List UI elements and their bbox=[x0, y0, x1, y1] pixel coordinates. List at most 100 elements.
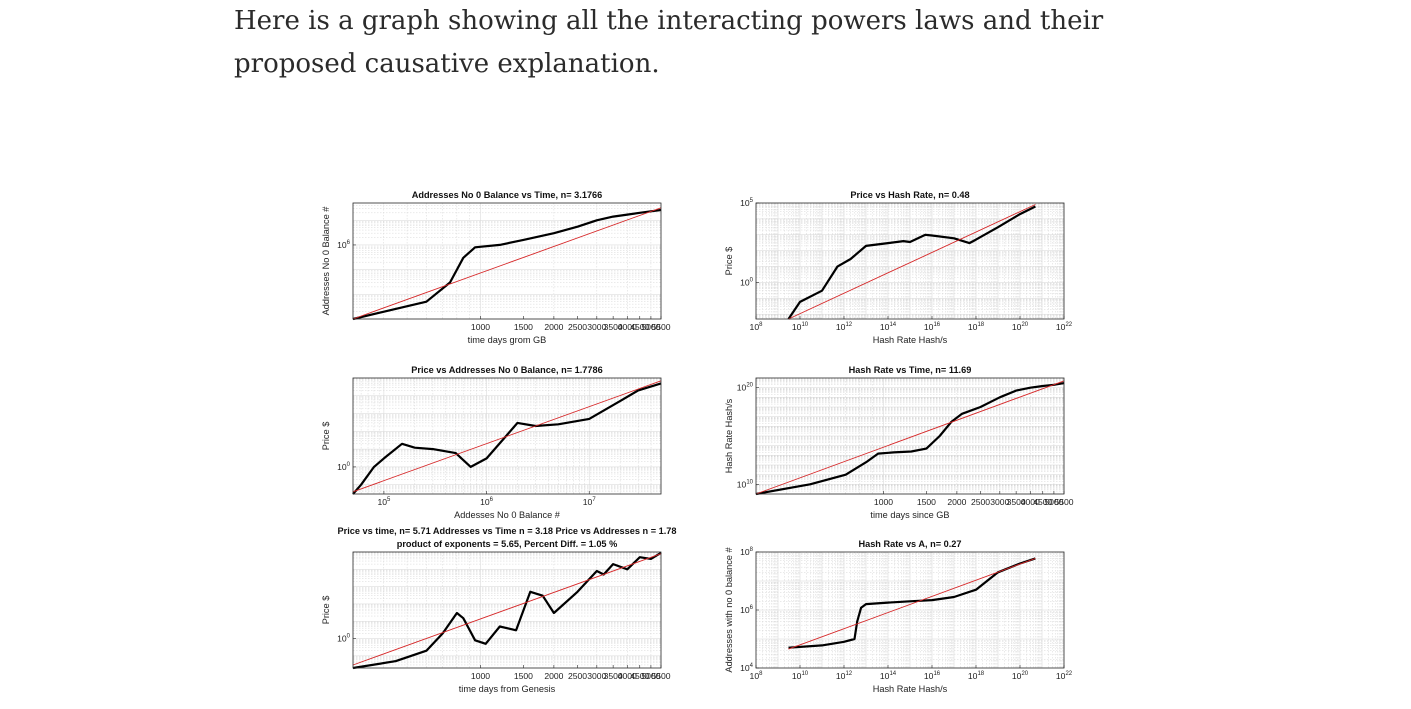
x-tick-label: 4500 bbox=[630, 671, 649, 681]
hashrate-vs-addresses-chart: 108 1010 1012 1014 1016 1018 1020 1022 104 106 108… bbox=[724, 539, 1073, 694]
y-tick-label: 100 bbox=[740, 277, 754, 287]
x-tick-label: 5000 bbox=[641, 671, 660, 681]
x-axis-label: Hash Rate Hash/s bbox=[873, 684, 948, 694]
x-tick-label: 1022 bbox=[1056, 322, 1073, 332]
x-tick-label: 5000 bbox=[1044, 497, 1063, 507]
x-tick-label: 105 bbox=[377, 497, 391, 507]
x-axis-label: Hash Rate Hash/s bbox=[873, 335, 948, 345]
y-tick-label: 1010 bbox=[737, 479, 754, 489]
x-tick-label: 2500 bbox=[568, 671, 587, 681]
x-tick-label: 1500 bbox=[514, 322, 533, 332]
grid bbox=[756, 378, 1064, 494]
y-tick-label: 1020 bbox=[737, 383, 754, 393]
x-tick-label: 1018 bbox=[968, 322, 985, 332]
x-tick-label: 1500 bbox=[514, 671, 533, 681]
x-tick-label: 107 bbox=[583, 497, 597, 507]
x-tick-label: 3000 bbox=[990, 497, 1009, 507]
chart-title: Addresses No 0 Balance vs Time, n= 3.176… bbox=[412, 190, 603, 200]
x-tick-label: 1018 bbox=[968, 671, 985, 681]
x-axis-label: Addesses No 0 Balance # bbox=[454, 510, 561, 520]
x-tick-label: 1012 bbox=[836, 671, 853, 681]
fit-line bbox=[352, 380, 662, 493]
y-tick-label: 100 bbox=[337, 634, 351, 644]
data-line bbox=[352, 382, 662, 495]
x-tick-label: 1016 bbox=[924, 322, 941, 332]
x-tick-label: 1014 bbox=[880, 322, 897, 332]
axes-box bbox=[755, 202, 1065, 320]
price-vs-hashrate-chart: 108 1010 1012 1014 1016 1018 1020 1022 100 105 Pri… bbox=[724, 190, 1073, 345]
x-tick-label: 2500 bbox=[971, 497, 990, 507]
x-tick-label: 4500 bbox=[630, 322, 649, 332]
x-tick-label: 1016 bbox=[924, 671, 941, 681]
fit-line bbox=[352, 553, 662, 666]
x-tick-label: 2000 bbox=[544, 671, 563, 681]
data-line bbox=[787, 205, 1036, 320]
x-axis-label: time days from Genesis bbox=[459, 684, 556, 694]
x-tick-label: 1020 bbox=[1012, 322, 1029, 332]
x-tick-label: 1010 bbox=[792, 671, 809, 681]
x-tick-label: 106 bbox=[480, 497, 494, 507]
hashrate-vs-time-chart: 1000 1500 2000 2500 300035004000450050005500… bbox=[724, 365, 1074, 520]
x-tick-label: 3000 bbox=[587, 671, 606, 681]
data-line bbox=[352, 208, 662, 321]
y-axis-label: Price $ bbox=[321, 422, 331, 451]
fit-line bbox=[352, 207, 662, 320]
x-tick-label: 5500 bbox=[1054, 497, 1073, 507]
x-tick-label: 108 bbox=[750, 671, 764, 681]
x-axis-label: time days grom GB bbox=[468, 335, 547, 345]
chart-subtitle: product of exponents = 5.65, Percent Dif… bbox=[397, 539, 618, 549]
x-tick-label: 4500 bbox=[1033, 497, 1052, 507]
x-tick-label: 3500 bbox=[604, 671, 623, 681]
article-intro-text: Here is a graph showing all the interact… bbox=[234, 6, 1104, 79]
y-axis-label: Price $ bbox=[724, 247, 734, 276]
grid bbox=[353, 552, 661, 668]
chart-title: Price vs Addresses No 0 Balance, n= 1.77… bbox=[411, 365, 602, 375]
data-line bbox=[788, 557, 1036, 649]
x-tick-label: 3500 bbox=[1007, 497, 1026, 507]
data-line bbox=[755, 382, 1065, 496]
y-axis-label: Addresses with no 0 balance # bbox=[724, 547, 734, 673]
x-tick-label: 1500 bbox=[917, 497, 936, 507]
y-axis-label: Addresses No 0 Balance # bbox=[321, 206, 331, 316]
x-tick-label: 1020 bbox=[1012, 671, 1029, 681]
x-tick-label: 4000 bbox=[618, 322, 637, 332]
chart-title: Price vs time, n= 5.71 Addresses vs Time… bbox=[337, 526, 676, 536]
fit-line bbox=[755, 380, 1065, 495]
y-tick-label: 106 bbox=[337, 240, 351, 250]
y-axis-label: Price $ bbox=[321, 596, 331, 625]
chart-title: Hash Rate vs Time, n= 11.69 bbox=[849, 365, 972, 375]
x-axis-label: time days since GB bbox=[870, 510, 949, 520]
axes-box bbox=[352, 551, 662, 669]
price-vs-addresses-chart: 105 106 107 100 Price vs Addresses No 0 Bala… bbox=[321, 365, 662, 520]
x-tick-label: 1010 bbox=[792, 322, 809, 332]
x-tick-label: 1000 bbox=[471, 671, 490, 681]
x-tick-label: 2500 bbox=[568, 322, 587, 332]
x-tick-label: 5000 bbox=[641, 322, 660, 332]
x-tick-label: 2000 bbox=[544, 322, 563, 332]
x-tick-label: 3500 bbox=[604, 322, 623, 332]
y-tick-label: 108 bbox=[740, 547, 754, 557]
chart-title: Hash Rate vs A, n= 0.27 bbox=[858, 539, 961, 549]
fit-line bbox=[788, 557, 1036, 650]
chart-title: Price vs Hash Rate, n= 0.48 bbox=[850, 190, 969, 200]
x-tick-label: 4000 bbox=[618, 671, 637, 681]
price-vs-time-chart: 1000 1500 2000 2500 300035004000450050005500… bbox=[321, 526, 677, 694]
x-tick-label: 2000 bbox=[947, 497, 966, 507]
axes-box bbox=[755, 377, 1065, 495]
x-tick-label: 1014 bbox=[880, 671, 897, 681]
y-tick-label: 106 bbox=[740, 605, 754, 615]
x-tick-label: 1000 bbox=[471, 322, 490, 332]
x-tick-label: 1022 bbox=[1056, 671, 1073, 681]
x-tick-label: 5500 bbox=[651, 671, 670, 681]
x-tick-label: 1012 bbox=[836, 322, 853, 332]
y-axis-label: Hash Rate Hash/s bbox=[724, 398, 734, 473]
grid bbox=[756, 203, 1064, 319]
y-tick-label: 104 bbox=[740, 663, 754, 673]
x-tick-label: 5500 bbox=[651, 322, 670, 332]
x-tick-label: 1000 bbox=[874, 497, 893, 507]
power-law-figure: 1000 1500 2000 2500 3000 3500 4000 4500 5000 5500… bbox=[318, 186, 1078, 706]
fit-line bbox=[788, 204, 1036, 320]
plot-area bbox=[353, 552, 661, 668]
axes-box bbox=[352, 202, 662, 320]
x-tick-label: 4000 bbox=[1021, 497, 1040, 507]
